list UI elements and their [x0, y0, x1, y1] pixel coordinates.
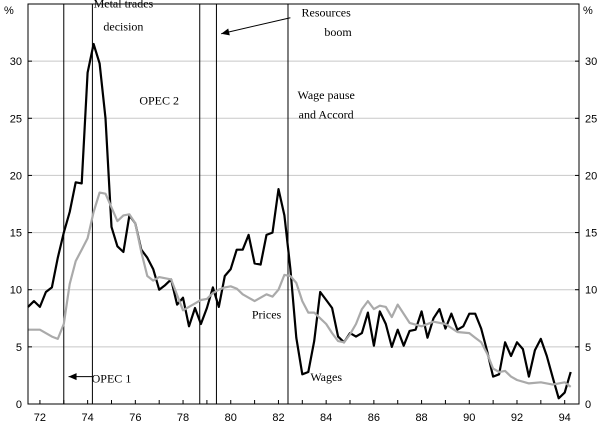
annotation-arrow-head — [68, 373, 77, 381]
x-tick-label: 78 — [177, 412, 189, 424]
y-tick-label-right: 0 — [585, 399, 591, 411]
y-tick-label-left: 20 — [10, 170, 22, 182]
annotation-arrow-head — [221, 28, 230, 36]
y-tick-label-left: 0 — [16, 399, 22, 411]
x-tick-label: 72 — [34, 412, 46, 424]
annotation-text: boom — [324, 25, 352, 39]
annotation-text: OPEC 2 — [139, 94, 179, 108]
x-tick-label: 82 — [272, 412, 284, 424]
y-tick-label-right: 20 — [585, 170, 597, 182]
y-tick-label-left: 5 — [16, 342, 22, 354]
series-line-wages — [27, 42, 572, 400]
annotation-arrow-line — [221, 17, 291, 35]
y-tick-label-right: 15 — [585, 228, 597, 240]
axis-ticks: 0 0 5 5 10 10 15 15 20 20 25 25 30 30 72 74 76 78 80 82 84 86… — [10, 56, 598, 424]
y-tick-label-right: 10 — [585, 285, 597, 297]
x-tick-label: 86 — [368, 412, 380, 424]
x-tick-label: 74 — [82, 412, 94, 424]
annotation-text: Wage pause — [297, 88, 354, 102]
x-tick-label: 92 — [511, 412, 523, 424]
y-axis-label-right: % — [583, 5, 593, 17]
y-tick-label-left: 25 — [10, 113, 22, 125]
plot-border — [27, 3, 580, 405]
y-axis-label-left: % — [4, 5, 14, 17]
x-tick-label: 84 — [320, 412, 332, 424]
event-markers — [63, 4, 289, 404]
x-tick-label: 76 — [129, 412, 141, 424]
x-tick-label: 88 — [415, 412, 427, 424]
y-tick-label-right: 30 — [585, 56, 597, 68]
annotation-text: Resources — [301, 6, 351, 20]
annotation-text: Wages — [310, 370, 342, 384]
annotation-text: and Accord — [299, 107, 354, 121]
y-tick-label-left: 30 — [10, 56, 22, 68]
annotation-text: Metal trades — [94, 0, 154, 10]
plot-frame — [27, 3, 580, 405]
y-tick-label-left: 15 — [10, 228, 22, 240]
y-tick-label-right: 5 — [585, 342, 591, 354]
grid-lines — [28, 60, 579, 348]
annotations: Metal trades decision OPEC 2 Resources boom W… — [68, 0, 355, 385]
x-tick-label: 94 — [559, 412, 571, 424]
y-tick-label-right: 25 — [585, 113, 597, 125]
annotation-text: OPEC 1 — [92, 371, 132, 385]
series-lines — [27, 42, 572, 400]
x-tick-label: 80 — [225, 412, 237, 424]
annotation-text: Prices — [252, 307, 282, 321]
y-tick-label-left: 10 — [10, 285, 22, 297]
x-tick-label: 90 — [463, 412, 475, 424]
series-line-prices — [28, 191, 572, 388]
annotation-text: decision — [103, 19, 143, 33]
